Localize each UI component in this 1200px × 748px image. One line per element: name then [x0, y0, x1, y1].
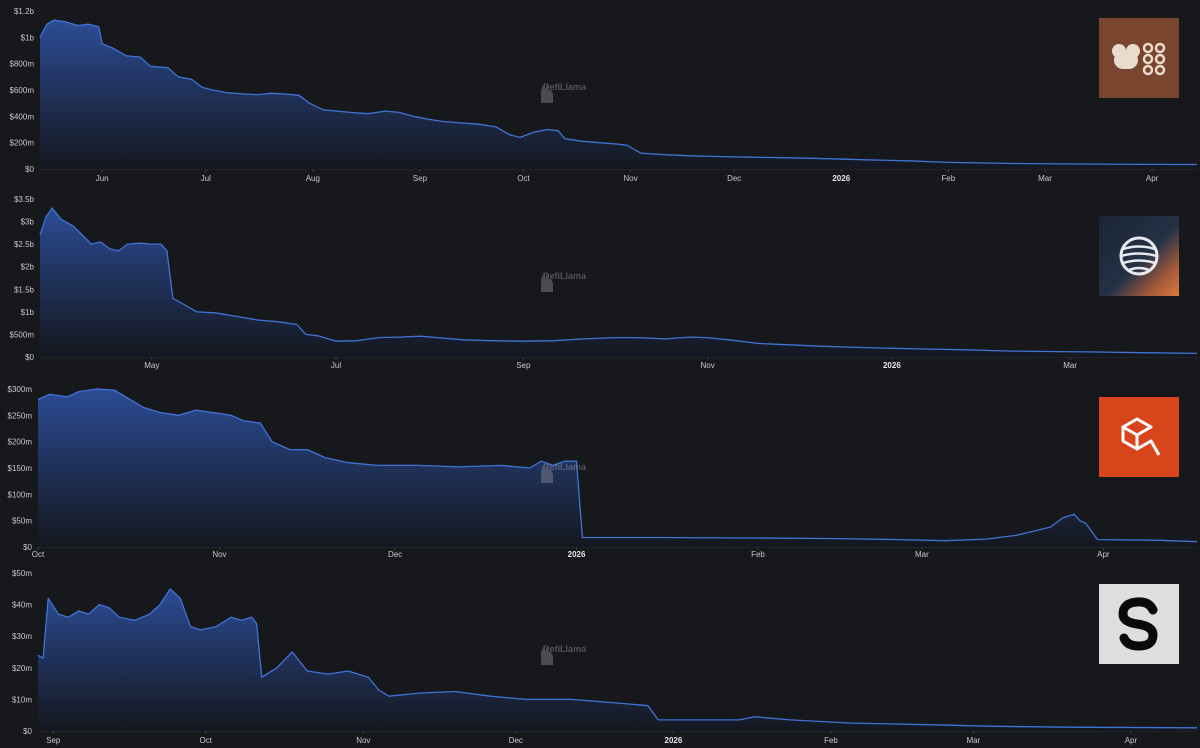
y-tick-label: $500m — [10, 330, 35, 339]
y-tick-label: $600m — [10, 86, 35, 95]
x-tick-label: Jul — [331, 361, 341, 370]
watermark: DefiLlama — [538, 271, 587, 292]
series-area — [40, 20, 1197, 170]
y-tick-label: $2b — [21, 263, 35, 272]
x-tick-label: Oct — [32, 550, 45, 559]
y-tick-label: $0 — [23, 543, 32, 552]
project-logo-1 — [1099, 18, 1179, 98]
y-tick-label: $10m — [12, 695, 32, 704]
series-line — [39, 207, 1198, 355]
x-tick-label: Feb — [941, 174, 955, 183]
y-tick-label: $3.5b — [14, 195, 35, 204]
x-tick-label: Nov — [212, 550, 226, 559]
y-tick-label: $0 — [25, 353, 34, 362]
x-tick-label: Apr — [1097, 550, 1110, 559]
watermark: DefiLlama — [538, 462, 587, 483]
y-tick-label: $2.5b — [14, 240, 35, 249]
y-tick-label: $800m — [10, 60, 35, 69]
series-line — [39, 19, 1198, 166]
chart-panel-3: $0 $50m $100m $150m $200m $250m $300m Oct Nov Dec… — [0, 374, 1200, 560]
watermark: DefiLlama — [538, 82, 587, 103]
watermark-text: DefiLlama — [543, 271, 587, 281]
x-tick-label: Mar — [1038, 174, 1052, 183]
chart-panel-1: $0 $200m $400m $600m $800m $1b $1.2b Jun Jul Aug S… — [0, 0, 1200, 187]
x-tick-label: Nov — [623, 174, 637, 183]
x-tick-label: Nov — [700, 361, 714, 370]
y-tick-label: $30m — [12, 632, 32, 641]
series-line — [37, 588, 1198, 729]
y-tick-label: $1b — [21, 308, 35, 317]
y-tick-label: $3b — [21, 218, 35, 227]
watermark-text: DefiLlama — [543, 462, 587, 472]
x-tick-label: Dec — [727, 174, 741, 183]
series-area — [38, 588, 1197, 731]
y-tick-label: $200m — [10, 139, 35, 148]
area-chart-2: $0 $500m $1b $1.5b $2b $2.5b $3b $3.5b May Jul Sep… — [10, 195, 1198, 370]
x-tick-label: Sep — [46, 736, 61, 745]
x-tick-label: Apr — [1125, 736, 1138, 745]
series-line — [37, 388, 1198, 543]
x-tick-label: Jul — [201, 174, 211, 183]
x-tick-label: Jun — [96, 174, 109, 183]
project-logo-4 — [1099, 584, 1179, 664]
x-tick-label: Oct — [517, 174, 530, 183]
striped-globe-logo-icon — [1099, 216, 1179, 296]
area-chart-1: $0 $200m $400m $600m $800m $1b $1.2b Jun Jul Aug S… — [10, 7, 1198, 183]
x-tick-label: Sep — [413, 174, 428, 183]
chart-panel-2: $0 $500m $1b $1.5b $2b $2.5b $3b $3.5b May Jul Sep… — [0, 187, 1200, 374]
area-chart-4: $0 $10m $20m $30m $40m $50m Sep Oct Nov Dec 2026 Fe… — [12, 569, 1198, 745]
x-tick-label: Feb — [824, 736, 838, 745]
x-tick-label: May — [144, 361, 159, 370]
x-tick-label: Apr — [1146, 174, 1159, 183]
series-area — [40, 208, 1197, 357]
x-tick-label: Oct — [200, 736, 213, 745]
y-tick-label: $100m — [8, 490, 33, 499]
x-tick-label: Dec — [388, 550, 402, 559]
folded-ribbon-logo-icon — [1099, 397, 1179, 477]
x-tick-label: 2026 — [832, 174, 850, 183]
chart-panel-4: $0 $10m $20m $30m $40m $50m Sep Oct Nov Dec 2026 Fe… — [0, 560, 1200, 748]
y-tick-label: $20m — [12, 664, 32, 673]
y-tick-label: $250m — [8, 411, 33, 420]
area-chart-3: $0 $50m $100m $150m $200m $250m $300m Oct Nov Dec… — [8, 385, 1198, 559]
x-tick-label: Dec — [509, 736, 523, 745]
y-tick-label: $300m — [8, 385, 33, 394]
watermark-text: DefiLlama — [543, 82, 587, 92]
x-tick-label: Nov — [356, 736, 370, 745]
y-tick-label: $150m — [8, 464, 33, 473]
y-tick-label: $1.5b — [14, 285, 35, 294]
y-tick-label: $0 — [25, 165, 34, 174]
x-tick-label: 2026 — [883, 361, 901, 370]
x-tick-label: Aug — [306, 174, 320, 183]
x-tick-label: Feb — [751, 550, 765, 559]
x-tick-label: 2026 — [568, 550, 586, 559]
y-tick-label: $400m — [10, 112, 35, 121]
x-tick-label: Sep — [516, 361, 531, 370]
watermark: DefiLlama — [538, 644, 587, 665]
y-tick-label: $0 — [23, 727, 32, 736]
y-tick-label: $50m — [12, 569, 32, 578]
project-logo-2 — [1099, 216, 1179, 296]
s-letter-logo-icon — [1099, 584, 1179, 664]
x-tick-label: Mar — [966, 736, 980, 745]
y-tick-label: $1.2b — [14, 7, 35, 16]
series-area — [38, 389, 1197, 547]
bear-chain-logo-icon — [1099, 18, 1179, 98]
x-tick-label: Mar — [1063, 361, 1077, 370]
y-tick-label: $1b — [21, 33, 35, 42]
y-tick-label: $50m — [12, 517, 32, 526]
watermark-text: DefiLlama — [543, 644, 587, 654]
project-logo-3 — [1099, 397, 1179, 477]
y-tick-label: $40m — [12, 601, 32, 610]
x-tick-label: Mar — [915, 550, 929, 559]
y-tick-label: $200m — [8, 438, 33, 447]
x-tick-label: 2026 — [665, 736, 683, 745]
